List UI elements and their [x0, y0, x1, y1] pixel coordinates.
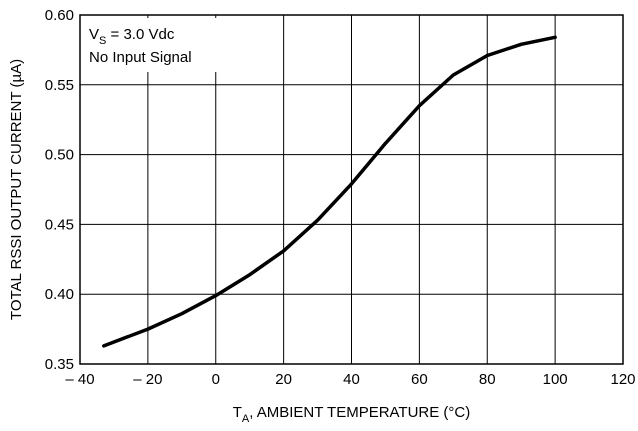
x-tick-label: 20	[275, 371, 292, 388]
y-tick-label: 0.45	[45, 216, 74, 233]
series-line	[102, 35, 557, 348]
y-tick-label: 0.50	[45, 147, 74, 164]
x-tick-label: 100	[543, 371, 568, 388]
x-tick-label: 80	[479, 371, 496, 388]
x-tick-label: 60	[411, 371, 428, 388]
x-tick-label: 40	[343, 371, 360, 388]
annotation-supply-voltage: VS = 3.0 Vdc	[89, 26, 175, 47]
x-tick-label: 0	[212, 371, 220, 388]
plot-frame	[79, 14, 624, 365]
y-tick-label: 0.35	[45, 356, 74, 373]
x-tick-label: 120	[610, 371, 635, 388]
y-tick-label: 0.40	[45, 286, 74, 303]
annotation-box	[83, 18, 223, 72]
x-axis-title: TA, AMBIENT TEMPERATURE (°C)	[233, 404, 471, 425]
y-tick-label: 0.60	[45, 7, 74, 24]
annotation-signal-condition: No Input Signal	[89, 49, 192, 66]
grid	[80, 15, 623, 364]
x-tick-label: – 20	[133, 371, 162, 388]
x-tick-label: – 40	[65, 371, 94, 388]
tick-labels: – 40 – 20 0 20 40 60 80 100 120 0.35 0.40 0.45 0.50 0…	[45, 7, 636, 388]
y-tick-label: 0.55	[45, 77, 74, 94]
y-axis-title: TOTAL RSSI OUTPUT CURRENT (µA)	[8, 59, 25, 320]
